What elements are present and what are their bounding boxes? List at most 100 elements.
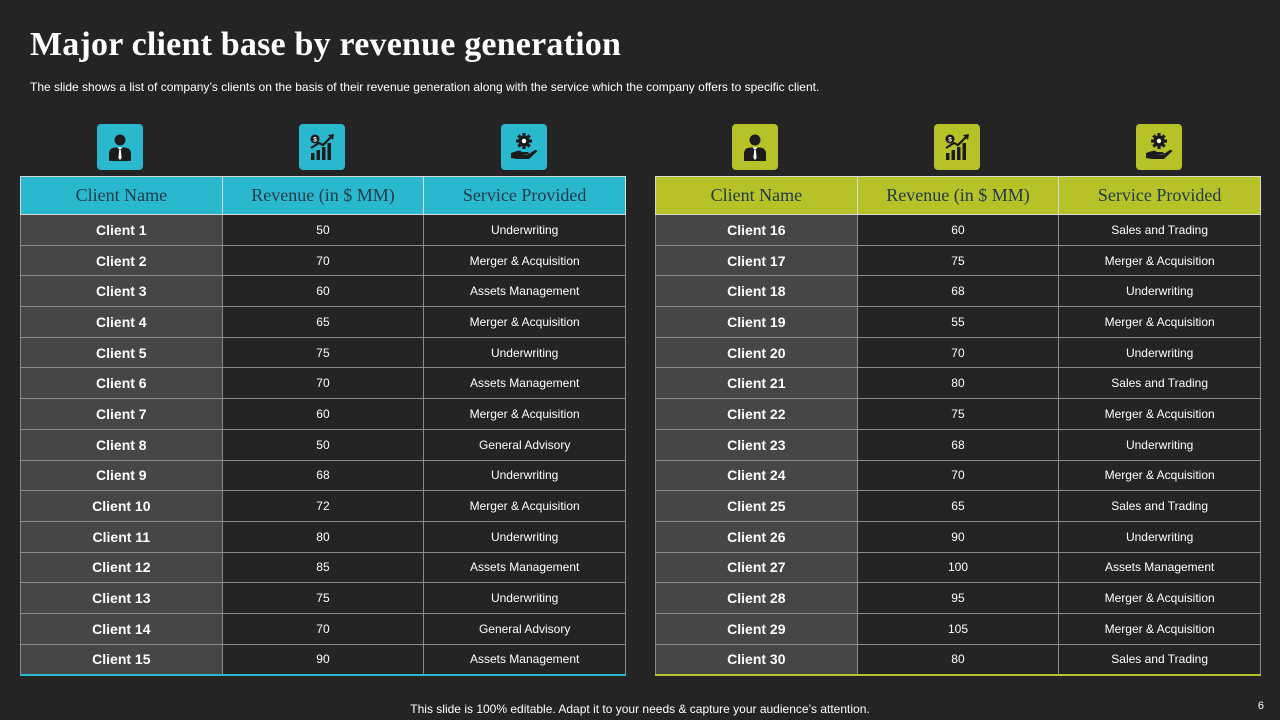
client-name-cell: Client 23 — [655, 428, 858, 461]
table-row: Client 26 90 Underwriting — [655, 520, 1261, 553]
table-row: Client 8 50 General Advisory — [20, 428, 626, 461]
revenue-cell: 68 — [221, 459, 425, 492]
service-cell: Underwriting — [423, 336, 626, 369]
revenue-cell: 65 — [221, 306, 425, 338]
client-name-cell: Client 12 — [20, 551, 223, 584]
header-client-name: Client Name — [20, 176, 223, 215]
revenue-cell: 75 — [856, 244, 1060, 277]
client-name-cell: Client 27 — [655, 551, 858, 584]
client-name-cell: Client 8 — [20, 428, 223, 461]
left-table-body: Client 1 50 Underwriting Client 2 70 Merger &… — [20, 214, 626, 676]
service-cell: General Advisory — [423, 612, 626, 645]
client-name-cell: Client 19 — [655, 306, 858, 338]
service-cell: Assets Management — [1058, 551, 1261, 584]
revenue-cell: 75 — [221, 336, 425, 369]
client-name-cell: Client 24 — [655, 459, 858, 492]
revenue-cell: 70 — [221, 612, 425, 645]
table-row: Client 4 65 Merger & Acquisition — [20, 306, 626, 338]
revenue-cell: 80 — [856, 643, 1060, 676]
revenue-cell: 100 — [856, 551, 1060, 584]
service-cell: Merger & Acquisition — [423, 306, 626, 338]
service-cell: Merger & Acquisition — [423, 490, 626, 522]
revenue-cell: 60 — [221, 275, 425, 308]
service-cell: Underwriting — [423, 214, 626, 246]
table-row: Client 15 90 Assets Management — [20, 643, 626, 676]
revenue-growth-chart-icon: $ — [299, 124, 345, 170]
service-cell: General Advisory — [423, 428, 626, 461]
svg-text:$: $ — [948, 137, 952, 144]
table-row: Client 11 80 Underwriting — [20, 520, 626, 553]
table-row: Client 21 80 Sales and Trading — [655, 367, 1261, 400]
table-row: Client 29 105 Merger & Acquisition — [655, 612, 1261, 645]
table-row: Client 28 95 Merger & Acquisition — [655, 582, 1261, 614]
client-name-cell: Client 2 — [20, 244, 223, 277]
table-row: Client 18 68 Underwriting — [655, 275, 1261, 308]
table-row: Client 13 75 Underwriting — [20, 582, 626, 614]
table-row: Client 23 68 Underwriting — [655, 428, 1261, 461]
revenue-cell: 70 — [856, 459, 1060, 492]
revenue-cell: 50 — [221, 428, 425, 461]
revenue-cell: 60 — [221, 398, 425, 430]
client-name-cell: Client 5 — [20, 336, 223, 369]
businessman-icon — [97, 124, 143, 170]
table-row: Client 12 85 Assets Management — [20, 551, 626, 584]
table-row: Client 30 80 Sales and Trading — [655, 643, 1261, 676]
service-cell: Merger & Acquisition — [1058, 306, 1261, 338]
revenue-cell: 50 — [221, 214, 425, 246]
revenue-cell: 65 — [856, 490, 1060, 522]
client-name-cell: Client 30 — [655, 643, 858, 676]
table-row: Client 22 75 Merger & Acquisition — [655, 398, 1261, 430]
table-row: Client 9 68 Underwriting — [20, 459, 626, 492]
client-name-cell: Client 22 — [655, 398, 858, 430]
table-row: Client 10 72 Merger & Acquisition — [20, 490, 626, 522]
table-row: Client 16 60 Sales and Trading — [655, 214, 1261, 246]
revenue-cell: 72 — [221, 490, 425, 522]
service-cell: Underwriting — [1058, 336, 1261, 369]
revenue-cell: 68 — [856, 275, 1060, 308]
service-cell: Underwriting — [1058, 520, 1261, 553]
table-header-row: Client Name Revenue (in $ MM) Service Pr… — [20, 176, 626, 215]
table-row: Client 17 75 Merger & Acquisition — [655, 244, 1261, 277]
service-cell: Sales and Trading — [1058, 367, 1261, 400]
service-cell: Merger & Acquisition — [1058, 582, 1261, 614]
service-cell: Merger & Acquisition — [423, 398, 626, 430]
client-name-cell: Client 17 — [655, 244, 858, 277]
revenue-cell: 70 — [221, 244, 425, 277]
client-name-cell: Client 10 — [20, 490, 223, 522]
table-row: Client 7 60 Merger & Acquisition — [20, 398, 626, 430]
page-number: 6 — [1257, 700, 1264, 712]
revenue-cell: 70 — [221, 367, 425, 400]
left-client-table: Client Name Revenue (in $ MM) Service Pr… — [20, 176, 626, 677]
client-name-cell: Client 11 — [20, 520, 223, 553]
service-gear-hand-icon — [1136, 124, 1182, 170]
client-name-cell: Client 26 — [655, 520, 858, 553]
client-name-cell: Client 16 — [655, 214, 858, 246]
table-row: Client 2 70 Merger & Acquisition — [20, 244, 626, 277]
table-row: Client 5 75 Underwriting — [20, 336, 626, 369]
client-name-cell: Client 25 — [655, 490, 858, 522]
revenue-cell: 90 — [856, 520, 1060, 553]
service-cell: Sales and Trading — [1058, 643, 1261, 676]
left-client-table-block: $ Client Name Revenue (in $ MM) Service … — [20, 124, 626, 677]
table-row: Client 14 70 General Advisory — [20, 612, 626, 645]
table-row: Client 20 70 Underwriting — [655, 336, 1261, 369]
client-name-cell: Client 7 — [20, 398, 223, 430]
slide-subtitle: The slide shows a list of company’s clie… — [30, 80, 820, 94]
revenue-cell: 70 — [856, 336, 1060, 369]
client-name-cell: Client 14 — [20, 612, 223, 645]
service-cell: Assets Management — [423, 275, 626, 308]
service-gear-hand-icon — [501, 124, 547, 170]
revenue-cell: 68 — [856, 428, 1060, 461]
revenue-cell: 95 — [856, 582, 1060, 614]
client-name-cell: Client 15 — [20, 643, 223, 676]
service-cell: Assets Management — [423, 643, 626, 676]
service-cell: Merger & Acquisition — [423, 244, 626, 277]
service-cell: Sales and Trading — [1058, 490, 1261, 522]
client-name-cell: Client 4 — [20, 306, 223, 338]
right-client-table-block: $ Client Name Revenue (in $ MM) Service … — [655, 124, 1261, 677]
service-cell: Underwriting — [1058, 428, 1261, 461]
revenue-cell: 60 — [856, 214, 1060, 246]
right-icon-row: $ — [655, 124, 1261, 176]
client-name-cell: Client 18 — [655, 275, 858, 308]
footer-note: This slide is 100% editable. Adapt it to… — [410, 702, 870, 716]
